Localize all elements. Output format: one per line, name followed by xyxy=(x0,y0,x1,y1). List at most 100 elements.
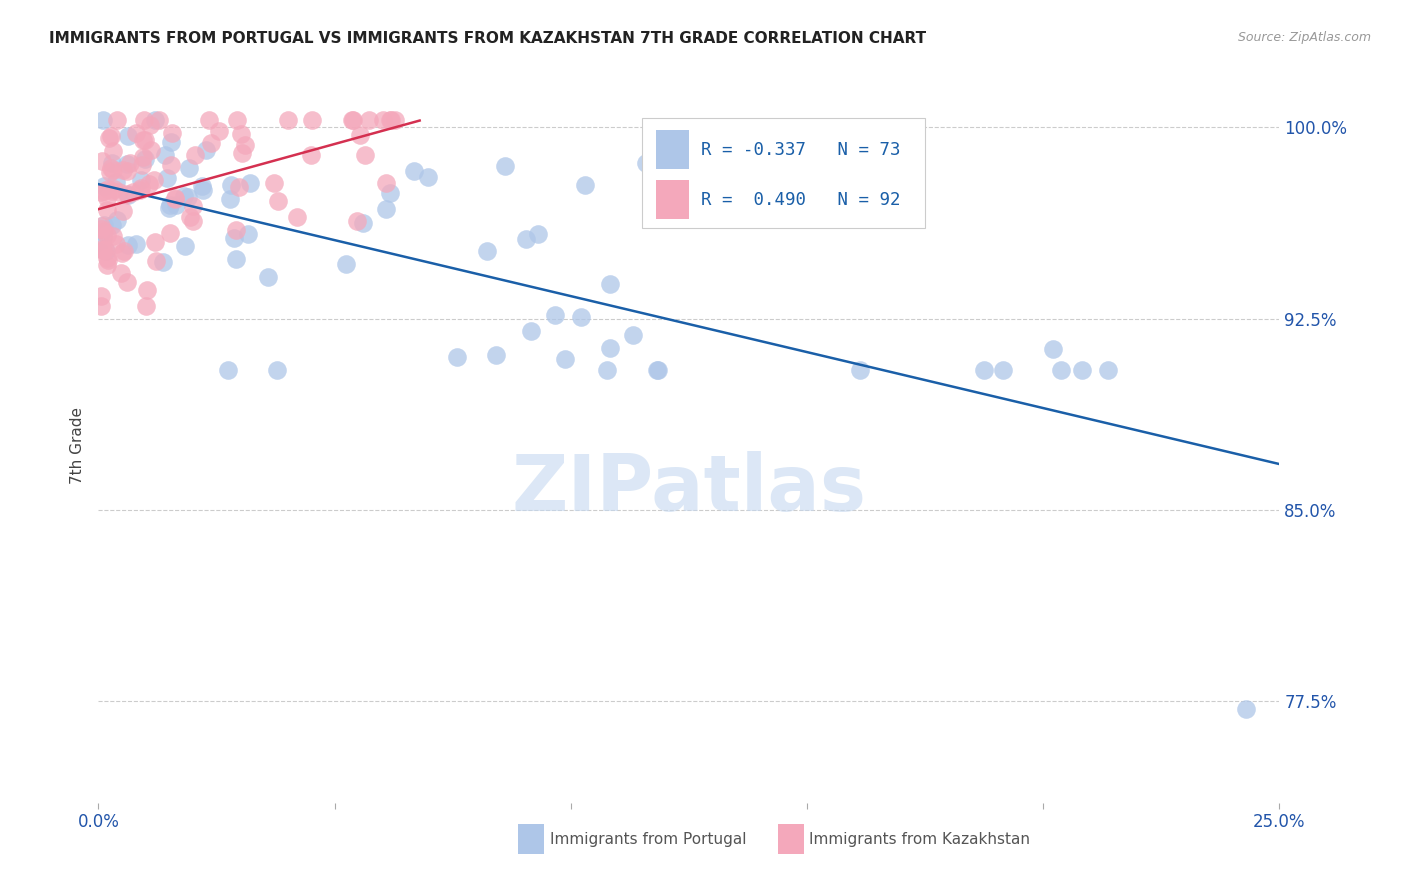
Point xyxy=(101,229,124,244)
Point xyxy=(117,238,139,252)
Point xyxy=(93,184,115,198)
Point xyxy=(90,299,112,313)
Point xyxy=(1097,362,1119,376)
Point xyxy=(544,308,567,322)
Point xyxy=(520,324,543,338)
Point xyxy=(599,277,621,291)
Point xyxy=(101,218,124,232)
Point xyxy=(160,136,183,150)
Point xyxy=(132,133,155,147)
Point xyxy=(299,147,322,161)
Point xyxy=(494,159,516,173)
Point xyxy=(117,188,139,202)
Point xyxy=(195,143,218,157)
Point xyxy=(134,152,156,166)
Point xyxy=(96,258,118,272)
Point xyxy=(134,133,156,147)
Bar xyxy=(655,130,689,169)
Point xyxy=(125,126,148,140)
Point xyxy=(110,266,132,280)
Point xyxy=(105,237,128,252)
Point xyxy=(236,227,259,242)
Point xyxy=(159,226,181,240)
Point xyxy=(1071,362,1094,376)
Point xyxy=(131,150,153,164)
Point xyxy=(108,185,131,199)
Bar xyxy=(778,824,803,855)
Point xyxy=(145,253,167,268)
Point xyxy=(143,173,166,187)
Point xyxy=(101,163,124,178)
Point xyxy=(90,242,112,256)
Point xyxy=(96,252,118,266)
Point xyxy=(1050,362,1073,376)
Point xyxy=(97,182,120,196)
Point xyxy=(111,204,134,219)
Point xyxy=(301,112,323,127)
Point xyxy=(91,244,114,258)
Point xyxy=(1234,701,1257,715)
Text: Immigrants from Portugal: Immigrants from Portugal xyxy=(550,831,747,847)
Point xyxy=(115,157,138,171)
Point xyxy=(378,186,401,200)
Point xyxy=(93,218,115,232)
Point xyxy=(93,178,115,193)
Point xyxy=(90,154,112,169)
Point xyxy=(485,349,508,363)
Point xyxy=(101,144,124,158)
Point xyxy=(173,188,195,202)
Point xyxy=(527,227,550,242)
Point xyxy=(416,170,439,185)
Point xyxy=(257,269,280,284)
Point xyxy=(380,112,402,127)
Point xyxy=(90,289,112,303)
Point xyxy=(179,161,201,176)
Point xyxy=(105,212,128,227)
Point xyxy=(191,183,214,197)
Point xyxy=(90,185,112,199)
Point xyxy=(375,202,398,216)
Point xyxy=(200,136,222,150)
Point xyxy=(239,176,262,190)
Point xyxy=(159,198,181,212)
Point xyxy=(346,214,368,228)
Point xyxy=(97,253,120,268)
Point xyxy=(342,112,364,127)
Point xyxy=(152,255,174,269)
Point xyxy=(1042,343,1064,357)
Point xyxy=(105,175,128,189)
Point xyxy=(105,112,128,127)
Point xyxy=(91,230,114,244)
Text: Immigrants from Kazakhstan: Immigrants from Kazakhstan xyxy=(810,831,1031,847)
Point xyxy=(129,172,152,186)
Point xyxy=(229,127,252,141)
Point xyxy=(225,252,247,267)
Point xyxy=(90,222,112,236)
Point xyxy=(225,223,247,237)
Point xyxy=(183,148,205,162)
Point xyxy=(111,246,134,260)
Point xyxy=(228,180,250,194)
Point xyxy=(93,224,115,238)
Point xyxy=(91,112,114,127)
Point xyxy=(183,199,205,213)
Point xyxy=(371,112,394,127)
Point xyxy=(634,156,657,170)
Point xyxy=(179,210,201,224)
Point xyxy=(117,128,139,143)
Point xyxy=(115,276,138,290)
Point xyxy=(98,165,121,179)
Point xyxy=(90,219,112,234)
Point xyxy=(219,192,242,206)
Point xyxy=(231,146,253,161)
Point xyxy=(125,237,148,252)
Point xyxy=(647,362,669,376)
Point xyxy=(342,112,364,127)
Point xyxy=(596,362,619,376)
Point xyxy=(198,112,221,127)
Point xyxy=(353,148,375,162)
Text: R = -0.337   N = 73: R = -0.337 N = 73 xyxy=(700,141,900,159)
Point xyxy=(208,124,231,138)
Point xyxy=(157,202,180,216)
Point xyxy=(143,112,166,127)
